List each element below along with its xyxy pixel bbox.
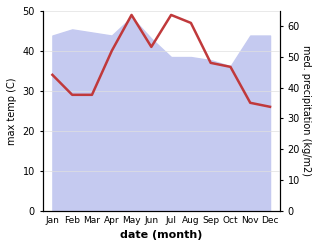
X-axis label: date (month): date (month) — [120, 230, 203, 240]
Y-axis label: max temp (C): max temp (C) — [7, 77, 17, 144]
Y-axis label: med. precipitation (kg/m2): med. precipitation (kg/m2) — [301, 45, 311, 176]
